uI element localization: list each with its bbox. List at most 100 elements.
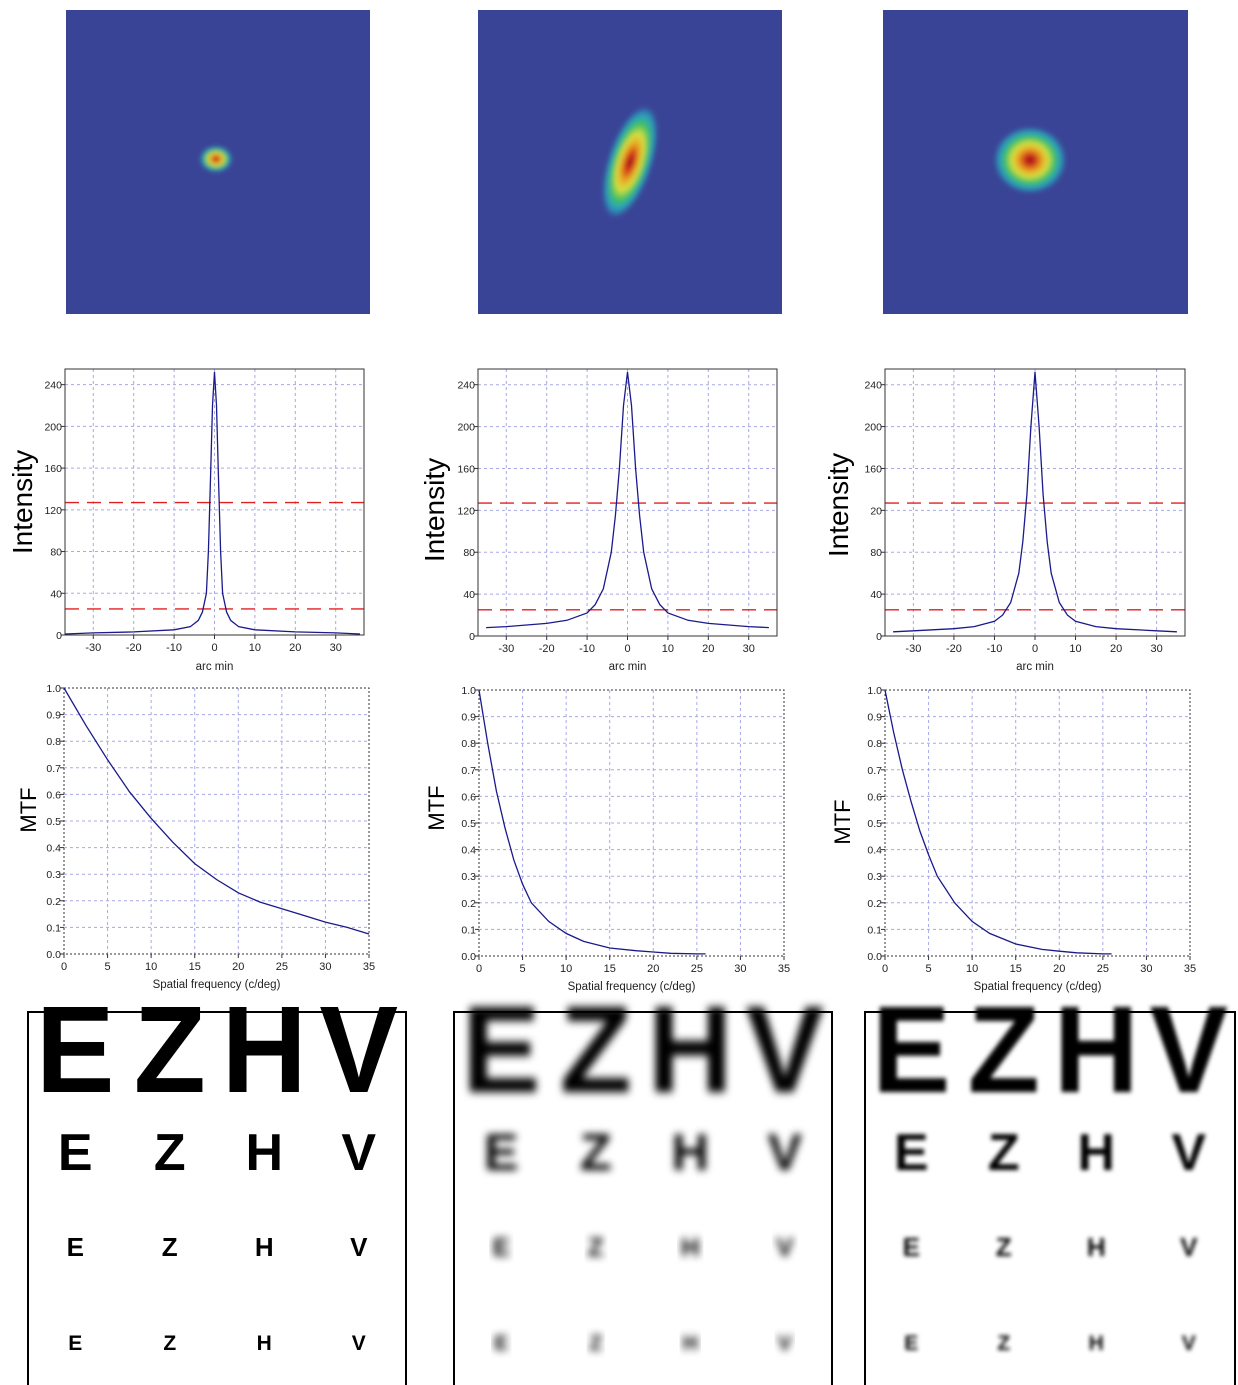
y-tick-label: 40 — [870, 589, 882, 601]
x-tick-label: -20 — [539, 643, 555, 655]
chart-frame — [864, 1011, 1236, 1385]
x-tick-label: -10 — [987, 643, 1003, 655]
y-tick-label: 200 — [44, 421, 62, 433]
y-tick-label: 0.6 — [461, 791, 476, 803]
optotype-letter: H — [671, 1124, 709, 1182]
mtf-curve-3: 0 5 10 15 20 25 30 35 0.0 0.1 0.2 0.3 0.4 0.5 0.6 0.7 0.… — [830, 685, 1196, 993]
psf-spot-2 — [478, 10, 782, 314]
optotype-letter: V — [350, 1232, 368, 1262]
x-tick-label: 25 — [691, 963, 703, 975]
x-tick-label: 30 — [743, 643, 755, 655]
optotype-letter: V — [352, 1332, 366, 1355]
optotype-letter: E — [894, 1124, 929, 1182]
x-tick-label: -30 — [85, 642, 101, 654]
y-tick-label: 0 — [469, 631, 475, 643]
x-tick-label: 10 — [560, 963, 572, 975]
optotype-letter: V — [1180, 1232, 1198, 1262]
x-tick-label: 35 — [778, 963, 790, 975]
y-tick-label: 0.3 — [867, 871, 882, 883]
y-tick-label: 1.0 — [461, 685, 476, 697]
y-axis-label: MTF — [16, 787, 41, 832]
y-axis-label: MTF — [424, 785, 449, 830]
x-axis-label: Spatial frequency (c/deg) — [568, 981, 696, 993]
optotype-letter: H — [681, 1232, 700, 1262]
x-tick-label: 5 — [520, 963, 526, 975]
x-axis-label: arc min — [1016, 661, 1054, 673]
x-axis-label: arc min — [196, 661, 234, 673]
optotype-letter: V — [341, 1124, 376, 1182]
series-line — [478, 689, 706, 955]
spot-blob — [994, 127, 1066, 193]
optotype-letter: V — [745, 979, 824, 1118]
x-tick-label: -20 — [126, 642, 142, 654]
x-tick-label: 10 — [145, 961, 157, 973]
series-line — [884, 689, 1112, 955]
spot-blob — [602, 106, 658, 218]
x-tick-label: 30 — [734, 963, 746, 975]
optotype-letter: E — [58, 1124, 93, 1182]
x-tick-label: -30 — [498, 643, 514, 655]
optotype-letter: Z — [996, 1232, 1012, 1262]
x-tick-label: -20 — [946, 643, 962, 655]
y-tick-label: 240 — [457, 380, 475, 392]
mtf-curve-2: 0 5 10 15 20 25 30 35 0.0 0.1 0.2 0.3 0.4 0.5 0.6 0.7 0.… — [424, 685, 790, 993]
optotype-letter: Z — [588, 1232, 604, 1262]
x-tick-label: 0 — [624, 643, 630, 655]
optotype-letter: H — [648, 979, 733, 1118]
optotype-letter: Z — [589, 1332, 602, 1355]
optotype-letter: V — [778, 1332, 792, 1355]
y-axis-label: Intensity — [823, 453, 854, 557]
y-tick-label: 0 — [876, 631, 882, 643]
optotype-letter: E — [67, 1232, 84, 1262]
y-tick-label: 0 — [56, 630, 62, 642]
intensity-profile-3: -30 -20 -10 0 10 20 30 0 40 80 20 160 200 240 arc min I… — [823, 368, 1186, 673]
x-tick-label: 0 — [882, 963, 888, 975]
y-tick-label: 0.6 — [46, 789, 61, 801]
optotype-letter: E — [494, 1332, 508, 1355]
y-tick-label: 0.8 — [461, 738, 476, 750]
y-tick-label: 0.7 — [461, 765, 476, 777]
series-line — [64, 372, 361, 635]
y-tick-label: 0.3 — [461, 871, 476, 883]
intensity-profile-2: -30 -20 -10 0 10 20 30 0 40 80 120 160 200 240 arc min… — [419, 368, 778, 673]
optotype-letter: V — [776, 1232, 794, 1262]
optotype-letter: Z — [162, 1232, 178, 1262]
x-tick-label: 25 — [276, 961, 288, 973]
x-tick-label: 30 — [1140, 963, 1152, 975]
optotype-letter: H — [1054, 979, 1139, 1118]
y-axis-label: Intensity — [419, 458, 450, 562]
optotype-letter: Z — [997, 1332, 1010, 1355]
y-tick-label: 40 — [50, 588, 62, 600]
series-line — [63, 687, 370, 935]
optotype-letter: H — [245, 1124, 283, 1182]
y-tick-label: 0.5 — [461, 818, 476, 830]
y-axis-label: Intensity — [7, 450, 38, 554]
y-tick-label: 0.4 — [461, 845, 476, 857]
y-tick-label: 1.0 — [46, 683, 61, 695]
y-tick-label: 0.1 — [46, 922, 61, 934]
y-tick-label: 0.0 — [461, 951, 476, 963]
optotype-letter: V — [767, 1124, 802, 1182]
y-tick-label: 0.2 — [867, 898, 882, 910]
x-tick-label: 30 — [1150, 643, 1162, 655]
x-tick-label: 10 — [1069, 643, 1081, 655]
y-axis-label: MTF — [830, 799, 855, 844]
x-tick-label: 20 — [1053, 963, 1065, 975]
y-tick-label: 20 — [870, 505, 882, 517]
x-tick-label: 0 — [211, 642, 217, 654]
x-tick-label: 10 — [662, 643, 674, 655]
psf-spot-3 — [883, 10, 1188, 314]
x-axis-label: Spatial frequency (c/deg) — [153, 979, 281, 991]
intensity-profile-1: -30 -20 -10 0 10 20 30 0 40 80 120 160 200 240 arc min… — [7, 368, 365, 673]
y-tick-label: 0.9 — [46, 710, 61, 722]
x-tick-label: 30 — [330, 642, 342, 654]
x-tick-label: 20 — [1110, 643, 1122, 655]
optotype-letter: H — [1087, 1232, 1106, 1262]
x-tick-label: 35 — [1184, 963, 1196, 975]
optotype-letter: H — [257, 1332, 272, 1355]
x-axis-label: arc min — [609, 661, 647, 673]
grid — [885, 690, 1190, 956]
y-tick-label: 240 — [864, 380, 882, 392]
